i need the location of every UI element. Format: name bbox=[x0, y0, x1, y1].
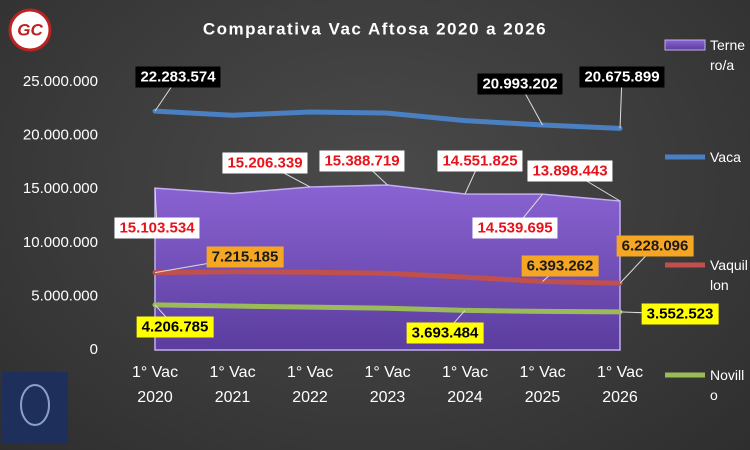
chart-title: Comparativa Vac Aftosa 2020 a 2026 bbox=[203, 19, 547, 38]
x-tick-label: 1° Vac 2025 bbox=[519, 364, 566, 406]
legend-label: Vaquillon bbox=[710, 257, 748, 293]
data-label: 14.551.825 bbox=[437, 150, 523, 172]
x-tick-label: 1° Vac 2024 bbox=[441, 364, 489, 406]
legend-label: Ternero/a bbox=[710, 37, 746, 73]
legend-label: Novillo bbox=[710, 367, 745, 403]
data-label: 6.393.262 bbox=[521, 255, 599, 277]
y-tick-label: 0 bbox=[90, 341, 98, 358]
emblem bbox=[2, 372, 68, 444]
logo bbox=[8, 8, 52, 52]
x-tick-label: 1° Vac 2021 bbox=[209, 364, 256, 406]
series-line bbox=[152, 302, 623, 315]
y-tick-label: 5.000.000 bbox=[31, 287, 98, 304]
y-tick-label: 20.000.000 bbox=[23, 127, 98, 144]
data-label: 6.228.096 bbox=[616, 235, 694, 257]
logo-text: GC bbox=[17, 20, 43, 39]
data-label: 20.675.899 bbox=[579, 66, 665, 88]
y-tick-label: 15.000.000 bbox=[23, 180, 98, 197]
data-label: 4.206.785 bbox=[136, 316, 214, 338]
data-label: 15.103.534 bbox=[114, 217, 200, 239]
data-label: 15.206.339 bbox=[222, 152, 308, 174]
data-label: 22.283.574 bbox=[135, 66, 221, 88]
data-label: 13.898.443 bbox=[527, 160, 613, 182]
x-tick-label: 1° Vac 2020 bbox=[131, 364, 179, 406]
emblem-shape bbox=[20, 384, 50, 426]
series-line bbox=[152, 108, 623, 131]
legend-label: Vaca bbox=[710, 149, 741, 165]
data-label: 3.693.484 bbox=[406, 322, 484, 344]
legend-swatch bbox=[664, 39, 706, 51]
y-tick-label: 25.000.000 bbox=[23, 73, 98, 90]
data-label: 3.552.523 bbox=[641, 303, 719, 325]
y-tick-label: 10.000.000 bbox=[23, 234, 98, 251]
x-tick-label: 1° Vac 2022 bbox=[286, 364, 334, 406]
data-label: 15.388.719 bbox=[319, 150, 405, 172]
data-label: 20.993.202 bbox=[477, 73, 563, 95]
data-label: 14.539.695 bbox=[472, 217, 558, 239]
x-tick-label: 1° Vac 2023 bbox=[364, 364, 411, 406]
x-tick-label: 1° Vac 2026 bbox=[596, 364, 644, 406]
data-label: 7.215.185 bbox=[206, 246, 284, 268]
